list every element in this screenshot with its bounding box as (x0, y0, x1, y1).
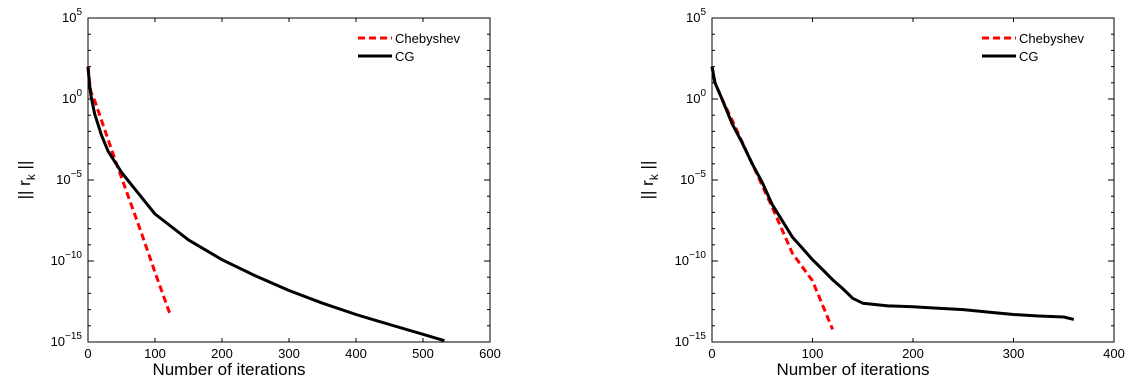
x-tick-label: 500 (412, 346, 434, 361)
y-tick-label: 10−10 (675, 250, 707, 268)
x-tick-label: 200 (902, 346, 924, 361)
y-tick-label: 100 (62, 88, 82, 106)
x-tick-label: 400 (345, 346, 367, 361)
x-tick-label: 200 (211, 346, 233, 361)
y-axis-label: || rk || (15, 161, 38, 200)
x-tick-label: 300 (278, 346, 300, 361)
y-tick-label: 105 (62, 7, 82, 25)
x-axis-label: Number of iterations (152, 360, 305, 379)
x-tick-label: 0 (84, 346, 91, 361)
plot-area (711, 17, 1115, 343)
x-axis-label: Number of iterations (776, 360, 929, 379)
y-tick-label: 10−5 (56, 169, 82, 187)
legend-label-cg: CG (395, 49, 415, 64)
chart-2: 0 100 200 300 400 105 100 10−5 10−10 10−15 Chebysh… (638, 7, 1125, 379)
series-line-cg (710, 66, 1075, 321)
x-tick-label: 100 (144, 346, 166, 361)
y-axis-label: || rk || (638, 161, 661, 200)
series-line-cg (86, 66, 445, 343)
y-tick-label: 100 (686, 88, 706, 106)
x-tick-label: 400 (1103, 346, 1125, 361)
x-tick-label: 600 (479, 346, 501, 361)
x-tick-label: 300 (1003, 346, 1025, 361)
legend-label-chebyshev: Chebyshev (395, 31, 461, 46)
y-tick-label: 10−15 (675, 331, 707, 349)
y-tick-label: 105 (686, 7, 706, 25)
y-tick-label: 10−15 (51, 331, 83, 349)
plot-area (87, 17, 491, 343)
y-tick-label: 10−5 (680, 169, 706, 187)
legend-label-cg: CG (1019, 49, 1039, 64)
chart-1: 0 100 200 300 400 500 600 105 100 10−5 10−10 10−15 C… (15, 7, 501, 379)
y-tick-label: 10−10 (51, 250, 83, 268)
legend-label-chebyshev: Chebyshev (1019, 31, 1085, 46)
x-tick-label: 100 (802, 346, 824, 361)
x-tick-label: 0 (708, 346, 715, 361)
